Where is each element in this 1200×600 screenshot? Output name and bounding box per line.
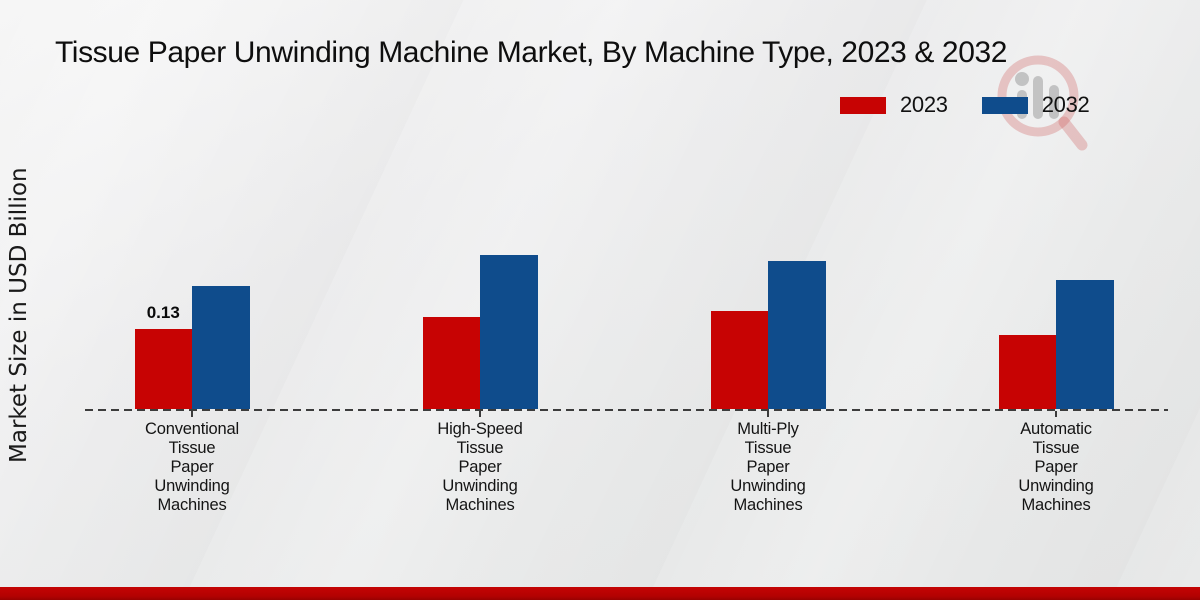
bar-2032-multi-ply <box>768 261 826 409</box>
page-title: Tissue Paper Unwinding Machine Market, B… <box>55 36 1008 69</box>
legend-label-2023: 2023 <box>900 92 948 117</box>
data-label-2023-conventional: 0.13 <box>146 303 180 322</box>
bar-2032-conventional <box>192 286 250 409</box>
legend-item-2032: 2032 <box>981 92 1090 118</box>
bar-2032-high-speed <box>480 255 538 409</box>
x-axis-tick-conventional <box>191 411 193 417</box>
bar-2032-automatic <box>1056 280 1114 409</box>
legend-label-2032: 2032 <box>1041 92 1090 117</box>
x-axis-tick-automatic <box>1055 411 1057 417</box>
legend: 2023 2032 <box>840 92 1090 118</box>
legend-item-2023: 2023 <box>840 92 948 118</box>
bar-2023-multi-ply <box>710 311 768 409</box>
legend-swatch-2032 <box>981 96 1028 114</box>
bar-2023-high-speed <box>422 317 480 409</box>
legend-swatch-2023 <box>840 96 886 114</box>
x-axis-label-high-speed: High-Speed Tissue Paper Unwinding Machines <box>437 420 523 514</box>
x-axis-label-conventional: Conventional Tissue Paper Unwinding Machines <box>145 420 239 514</box>
x-axis-tick-multi-ply <box>767 411 769 417</box>
bar-2023-automatic <box>998 335 1056 409</box>
bar-2023-conventional <box>134 329 192 409</box>
x-axis-baseline <box>85 409 1168 411</box>
footer-red-band <box>0 587 1200 600</box>
x-axis-tick-high-speed <box>479 411 481 417</box>
x-axis-label-automatic: Automatic Tissue Paper Unwinding Machines <box>1018 420 1094 514</box>
x-axis-label-multi-ply: Multi-Ply Tissue Paper Unwinding Machines <box>730 420 806 514</box>
